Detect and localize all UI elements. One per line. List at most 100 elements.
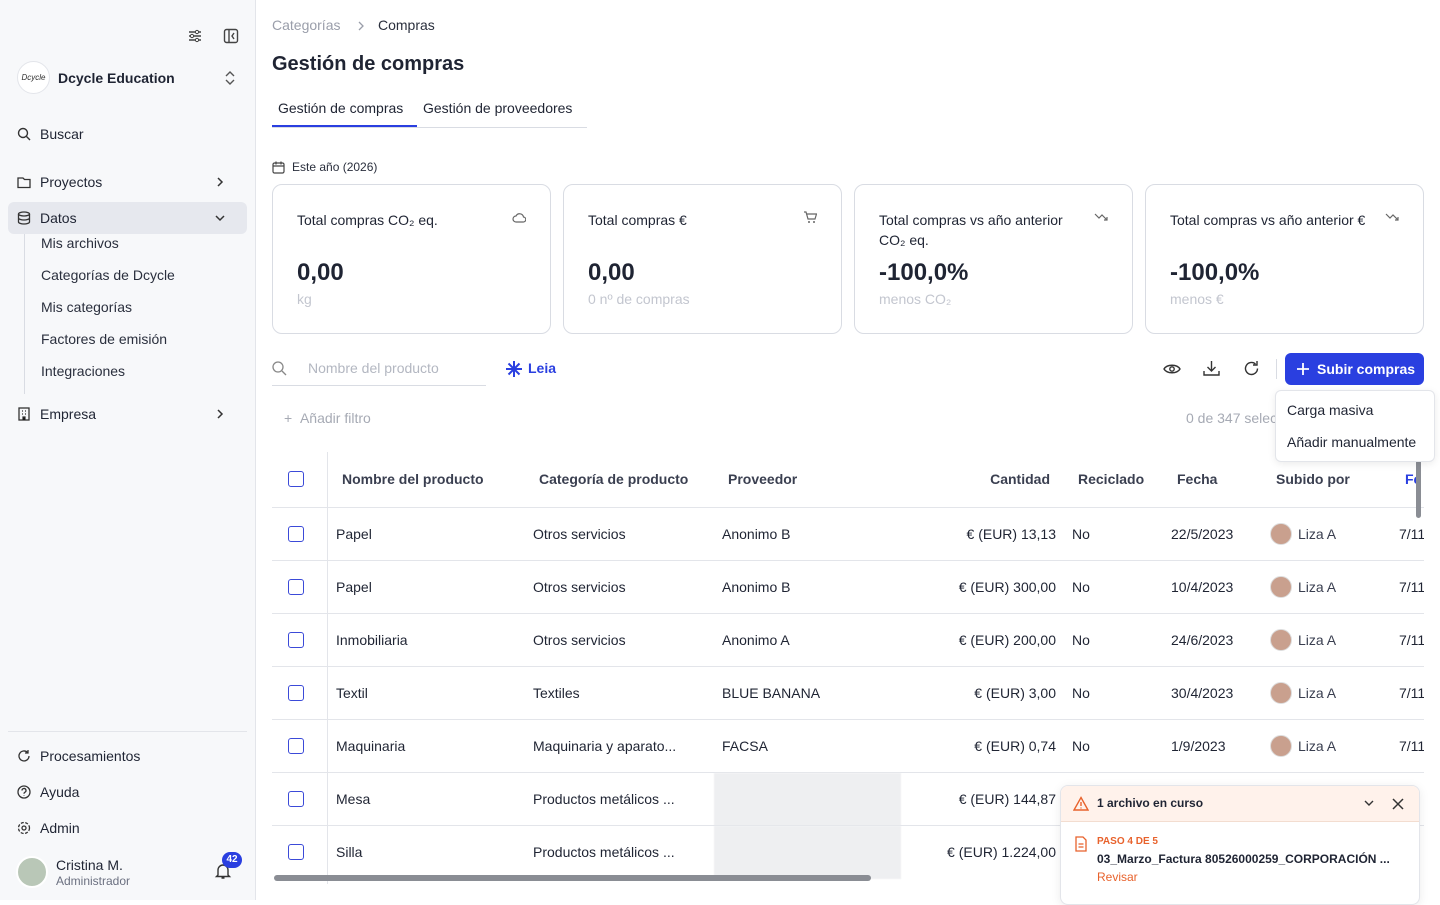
nav-item[interactable]: Procesamientos [8, 740, 247, 772]
cell: Productos metálicos ... [533, 791, 675, 807]
search-link[interactable]: Buscar [8, 118, 247, 150]
cell: Mesa [336, 791, 371, 807]
hidden-supplier [714, 773, 901, 826]
nav-subitem[interactable]: Factores de emisión [41, 331, 168, 347]
user-avatar [1270, 523, 1292, 545]
nav-subitem[interactable]: Integraciones [41, 363, 126, 379]
column-header[interactable]: Proveedor [728, 471, 798, 487]
collapse-icon[interactable] [223, 28, 239, 44]
search-input[interactable]: Nombre del producto [308, 360, 439, 376]
menu-item[interactable]: Añadir manualmente [1287, 434, 1417, 450]
refresh-icon[interactable] [1243, 360, 1260, 377]
checkbox[interactable] [288, 791, 304, 807]
toast-close[interactable] [1392, 798, 1404, 810]
column-header[interactable]: Cantidad [990, 471, 1050, 487]
cell: Maquinaria [336, 738, 406, 754]
cell: 7/11 [1399, 526, 1424, 542]
cell: No [1072, 632, 1090, 648]
table-row: Textil Textiles BLUE BANANA € (EUR) 3,00 No 3… [272, 666, 1424, 719]
icon [804, 211, 817, 223]
cell: 7/11 [1399, 738, 1424, 754]
nav-item[interactable]: Datos [8, 202, 247, 234]
nav-label: Ayuda [40, 784, 80, 800]
checkbox[interactable] [288, 579, 304, 595]
kpi-value: 0,00 [588, 259, 635, 286]
nav-item[interactable]: Admin [8, 812, 247, 844]
tab[interactable]: Gestión de proveedores [423, 100, 573, 116]
menu-item[interactable]: Carga masiva [1287, 402, 1374, 418]
upload-button[interactable]: Subir compras [1285, 353, 1424, 385]
upload-toast: 1 archivo en curso PASO 4 DE 5 03_Marzo_… [1060, 785, 1420, 905]
cell: Otros servicios [533, 526, 626, 542]
user-avatar [1270, 735, 1292, 757]
nav-item[interactable]: Proyectos [8, 166, 247, 198]
nav-subitem[interactable]: Mis archivos [41, 235, 119, 251]
nav-label: Buscar [40, 126, 84, 142]
kpi-value: -100,0% [1170, 259, 1260, 286]
toast-action[interactable]: Revisar [1097, 870, 1138, 884]
settings-icon[interactable] [187, 28, 203, 44]
download-icon[interactable] [1203, 360, 1220, 377]
checkbox[interactable] [288, 844, 304, 860]
cell: Productos metálicos ... [533, 844, 675, 860]
cell: No [1072, 526, 1090, 542]
nav-label: Admin [40, 820, 80, 836]
checkbox[interactable] [288, 632, 304, 648]
nav-subitem[interactable]: Categorías de Dcycle [41, 267, 175, 283]
nav-label: Proyectos [40, 174, 103, 190]
page-title: Gestión de compras [272, 53, 465, 75]
leia-button[interactable]: Leia [528, 360, 557, 376]
icon [18, 750, 30, 762]
cell: € (EUR) 13,13 [966, 526, 1056, 542]
checkbox[interactable] [288, 738, 304, 754]
search-icon [17, 127, 31, 141]
tab-active[interactable]: Gestión de compras [278, 100, 404, 116]
cell: 1/9/2023 [1171, 738, 1226, 754]
cell: € (EUR) 300,00 [958, 579, 1056, 595]
breadcrumb-item[interactable]: Categorías [272, 17, 341, 33]
nav-subitem[interactable]: Mis categorías [41, 299, 133, 315]
icon [217, 177, 224, 187]
column-header[interactable]: Categoría de producto [539, 471, 689, 487]
kpi-caption: kg [297, 291, 312, 307]
checkbox[interactable] [288, 471, 304, 487]
table-row: Maquinaria Maquinaria y aparato... FACSA € … [272, 719, 1424, 772]
view-icon[interactable] [1163, 361, 1181, 377]
warning-icon [1073, 796, 1089, 811]
nav-item[interactable]: Empresa [8, 398, 247, 430]
nav-label: Datos [40, 210, 77, 226]
cell: 24/6/2023 [1171, 632, 1234, 648]
breadcrumb-item: Compras [378, 17, 435, 33]
kpi-title: Total compras € [588, 212, 687, 228]
cell: 10/4/2023 [1171, 579, 1234, 595]
cell: Anonimo B [722, 579, 791, 595]
toast-step: PASO 4 DE 5 [1097, 836, 1158, 847]
column-header[interactable]: Fecha [1177, 471, 1218, 487]
kpi-title: Total compras CO₂ eq. [297, 212, 438, 228]
add-filter[interactable]: + Añadir filtro [284, 410, 371, 426]
column-header[interactable]: Nombre del producto [342, 471, 484, 487]
nav-label: Procesamientos [40, 748, 141, 764]
period-filter[interactable]: Este año (2026) [292, 160, 378, 174]
checkbox[interactable] [288, 685, 304, 701]
notification-badge: 42 [222, 852, 242, 868]
file-icon [1075, 836, 1087, 852]
kpi-value: 0,00 [297, 259, 344, 286]
column-header[interactable]: Subido por [1276, 471, 1350, 487]
hidden-supplier [714, 826, 901, 879]
column-divider [327, 452, 328, 884]
cell: € (EUR) 144,87 [958, 791, 1056, 807]
user-avatar [1270, 629, 1292, 651]
cell: 7/11 [1399, 685, 1424, 701]
cell: 7/11 [1399, 579, 1424, 595]
cell: 22/5/2023 [1171, 526, 1234, 542]
org-switch[interactable] [224, 70, 236, 86]
nav-label: Empresa [40, 406, 97, 422]
nav-item[interactable]: Ayuda [8, 776, 247, 808]
icon [217, 409, 224, 419]
cell: Papel [336, 579, 372, 595]
nav-tree-line [24, 234, 25, 394]
toast-collapse[interactable] [1363, 799, 1375, 809]
column-header[interactable]: Reciclado [1078, 471, 1145, 487]
checkbox[interactable] [288, 526, 304, 542]
